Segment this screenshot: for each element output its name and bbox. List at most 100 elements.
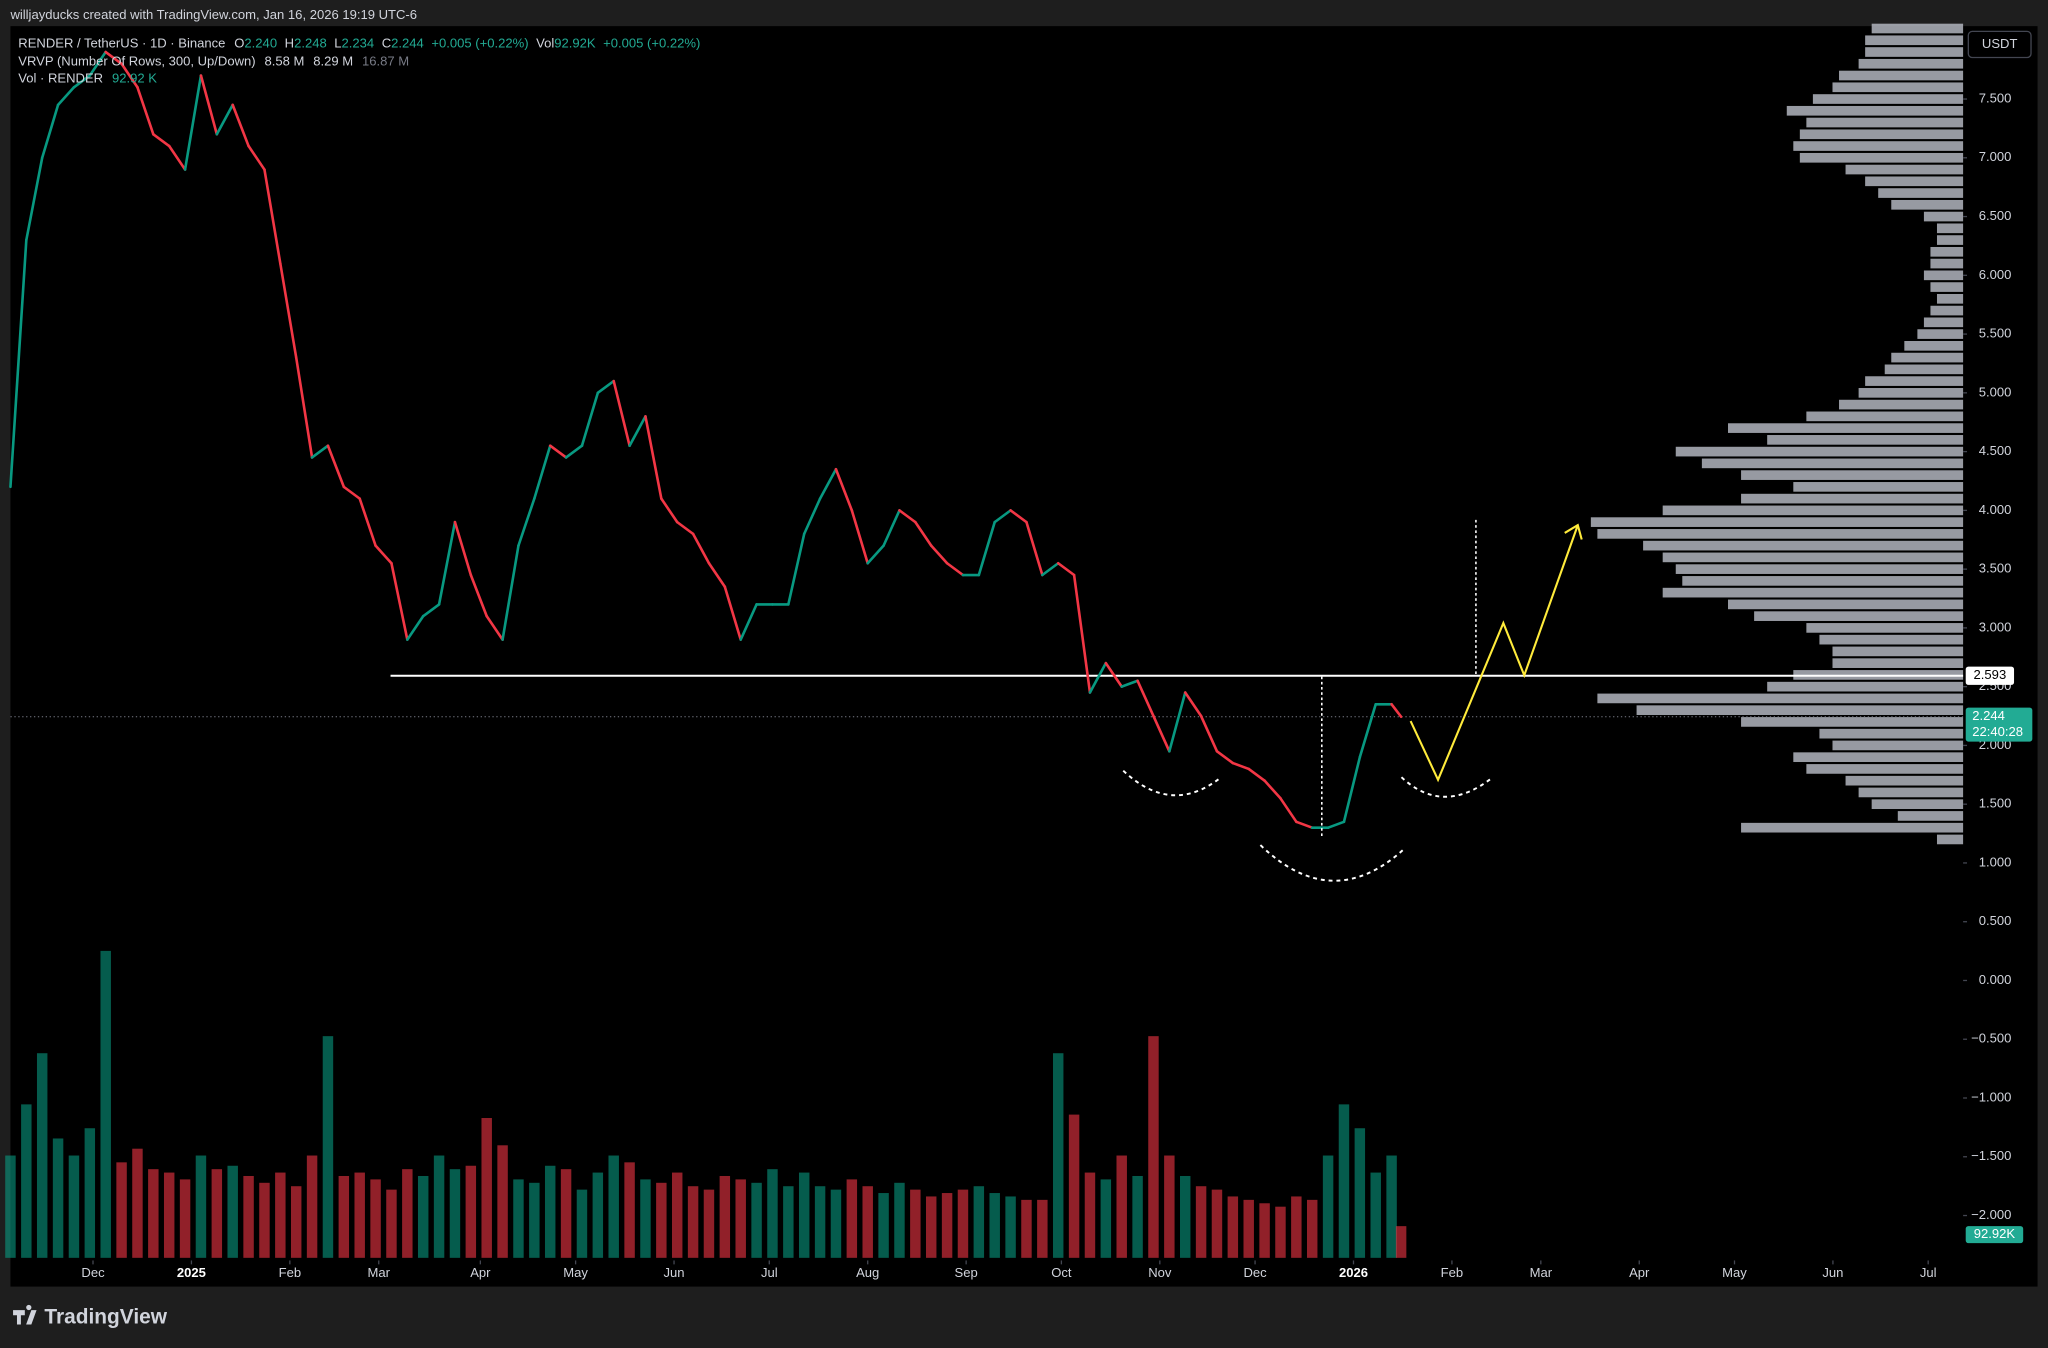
y-tick-label: 1.000 xyxy=(1979,854,2012,869)
level-label: 2.593 xyxy=(1974,667,2007,682)
volume-bar xyxy=(338,1175,350,1258)
y-tick-label: −1.000 xyxy=(1971,1089,2011,1104)
volume-bar xyxy=(1037,1199,1048,1258)
price-segment xyxy=(580,391,600,448)
logo: TradingView xyxy=(13,1304,168,1328)
shoulder-arc xyxy=(1400,776,1494,798)
volume-bar xyxy=(560,1169,572,1258)
price-segment xyxy=(914,520,933,547)
profile-bar xyxy=(1917,329,1964,339)
price-segment xyxy=(1247,767,1266,782)
price-segment xyxy=(342,485,362,500)
profile-bar xyxy=(1682,576,1964,586)
price-segment xyxy=(1358,702,1378,759)
profile-bar xyxy=(1858,58,1964,69)
head-arc xyxy=(1259,844,1405,882)
profile-bar xyxy=(1936,293,1964,304)
logo-mark xyxy=(13,1304,37,1325)
profile-bar xyxy=(1819,634,1964,645)
volume-bar xyxy=(36,1053,48,1258)
x-tick-label: Apr xyxy=(470,1265,491,1280)
volume-bar xyxy=(417,1175,429,1258)
volume-bar xyxy=(243,1175,254,1258)
volume-bar xyxy=(1386,1155,1397,1258)
profile-bar xyxy=(1832,82,1964,93)
volume-bar xyxy=(100,950,111,1258)
last-box xyxy=(1965,707,2033,742)
price-segment xyxy=(40,103,60,160)
price-segment xyxy=(1279,797,1298,824)
price-segment xyxy=(453,520,473,577)
volume-bar xyxy=(195,1155,207,1258)
volume-bar xyxy=(322,1036,334,1258)
price-segment xyxy=(866,544,885,565)
price-segment xyxy=(183,74,203,171)
profile-bar xyxy=(1701,458,1964,469)
volume-bar xyxy=(116,1162,127,1258)
x-tick-label: Feb xyxy=(279,1265,301,1280)
profile-bar xyxy=(1597,693,1964,704)
profile-bar xyxy=(1930,246,1964,257)
price-segment xyxy=(1199,714,1219,753)
price-segment xyxy=(1009,509,1028,524)
y-tick-label: 5.000 xyxy=(1979,384,2012,399)
volume-bar xyxy=(656,1182,667,1258)
price-segment xyxy=(787,532,806,606)
volume-bar xyxy=(465,1165,477,1258)
profile-bar xyxy=(1793,482,1964,492)
price-segment xyxy=(358,497,377,547)
price-segment xyxy=(945,561,965,577)
price-segment xyxy=(1088,661,1108,694)
price-segment xyxy=(231,103,250,148)
profile-bar xyxy=(1865,47,1964,57)
x-tick-label: Nov xyxy=(1148,1265,1172,1280)
profile-bar xyxy=(1930,282,1964,292)
volume-bar xyxy=(370,1179,381,1258)
profile-bar xyxy=(1930,258,1964,269)
price-segment xyxy=(691,532,711,565)
price-segment xyxy=(739,603,758,641)
price-segment xyxy=(25,156,44,242)
x-tick-label: Apr xyxy=(1629,1265,1650,1280)
x-tick-label: Oct xyxy=(1051,1265,1072,1280)
vol-value: 92.92K xyxy=(554,36,596,51)
volume-bar xyxy=(481,1118,492,1258)
price-segment xyxy=(469,573,489,618)
volume-bar xyxy=(592,1172,604,1258)
price-segment xyxy=(977,520,997,577)
price-segment xyxy=(1231,761,1251,771)
price-segment xyxy=(247,144,266,171)
price-segment xyxy=(406,614,425,641)
price-segment xyxy=(564,444,584,459)
ohlc-label: L xyxy=(334,36,341,51)
price-axis: 7.500 7.000 6.500 6.000 5.500 5.000 4.500 4.000… xyxy=(81,90,2033,1280)
shoulder-arc xyxy=(1122,769,1222,797)
volume-bar xyxy=(1068,1114,1080,1258)
x-tick-label: Aug xyxy=(856,1265,879,1280)
x-tick-label: Jul xyxy=(761,1265,778,1280)
volume-bar xyxy=(529,1182,540,1258)
volume-bar xyxy=(703,1189,715,1258)
volume-bar xyxy=(1021,1199,1032,1258)
profile-bar xyxy=(1675,564,1964,574)
profile-bar xyxy=(1845,164,1964,175)
volume-bar xyxy=(1306,1199,1318,1258)
price-segment xyxy=(199,74,219,136)
unit-box xyxy=(1967,30,2032,59)
profile-bar xyxy=(1636,705,1964,715)
plot xyxy=(5,23,1964,1258)
volume-bar xyxy=(783,1186,794,1258)
legend: RENDER / TetherUS · 1D · Binance O2.240 … xyxy=(18,36,700,86)
price-segment xyxy=(167,144,187,171)
volume-bar xyxy=(1291,1196,1302,1258)
volume-bar xyxy=(941,1193,953,1258)
header-text: willjayducks created with TradingView.co… xyxy=(9,7,417,22)
price-segment xyxy=(1168,691,1187,753)
volume-bar xyxy=(671,1172,683,1258)
profile-bar xyxy=(1839,70,1964,81)
volume-bar xyxy=(1259,1203,1270,1258)
profile-bar xyxy=(1845,775,1964,786)
legend-line: RENDER / TetherUS · 1D · Binance O2.240 … xyxy=(18,36,700,51)
volume-bar xyxy=(354,1172,365,1258)
